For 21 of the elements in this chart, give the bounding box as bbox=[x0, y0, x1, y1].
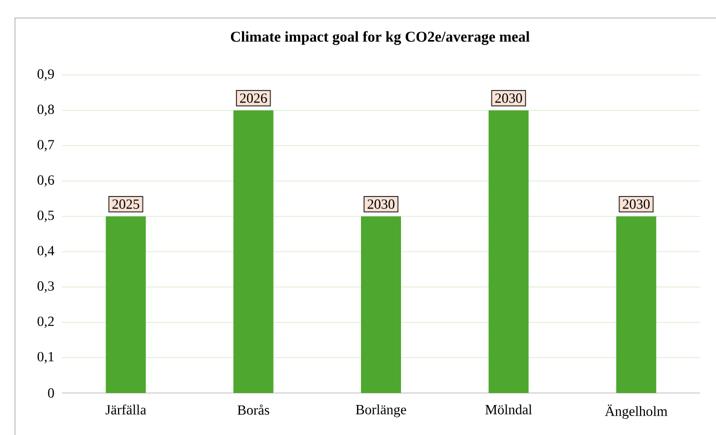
y-tick-label: 0,4 bbox=[38, 246, 54, 258]
x-tick-label: Järfälla bbox=[106, 404, 146, 414]
y-tick-label: 0 bbox=[48, 388, 54, 398]
y-tick-label: 0,5 bbox=[38, 210, 54, 222]
y-tick-label: 0,2 bbox=[38, 316, 54, 328]
x-tick-label: Borlänge bbox=[356, 404, 406, 418]
y-tick-label: 0,8 bbox=[38, 104, 54, 116]
x-tick-label: Borås bbox=[238, 404, 270, 415]
x-tick-label: Ängelholm bbox=[604, 404, 668, 419]
annotation: 2025 bbox=[112, 199, 140, 209]
y-tick-label: 0,6 bbox=[38, 175, 54, 187]
annotation: 2030 bbox=[495, 93, 522, 103]
annotation: 2030 bbox=[622, 199, 650, 209]
x-tick-label: Mölndal bbox=[485, 404, 532, 414]
chart-title: Climate impact goal for kg CO2e/average meal bbox=[230, 31, 530, 45]
y-tick-label: 0,3 bbox=[38, 281, 54, 293]
y-tick-label: 0,9 bbox=[38, 69, 54, 81]
y-tick-label: 0,1 bbox=[38, 352, 54, 364]
y-tick-label: 0,7 bbox=[38, 140, 54, 152]
annotation: 2030 bbox=[368, 199, 394, 209]
annotation: 2026 bbox=[240, 93, 267, 103]
